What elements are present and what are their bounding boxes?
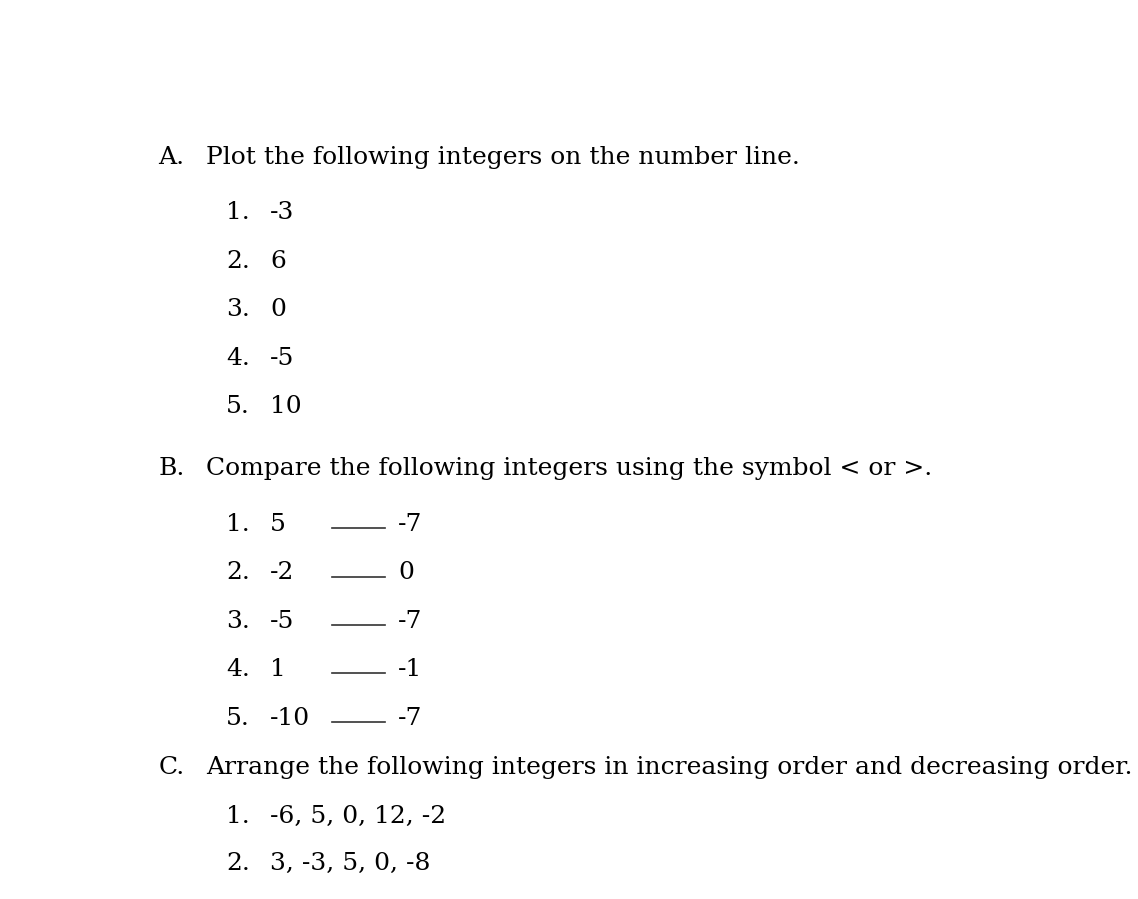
Text: -5: -5 [270, 610, 295, 633]
Text: -7: -7 [398, 512, 422, 536]
Text: 2.: 2. [226, 852, 250, 875]
Text: 1.: 1. [226, 805, 249, 828]
Text: 1.: 1. [226, 512, 249, 536]
Text: Arrange the following integers in increasing order and decreasing order.: Arrange the following integers in increa… [206, 756, 1132, 779]
Text: Compare the following integers using the symbol < or >.: Compare the following integers using the… [206, 458, 932, 480]
Text: 5.: 5. [226, 707, 250, 730]
Text: 2.: 2. [226, 250, 250, 272]
Text: 4.: 4. [226, 658, 250, 681]
Text: -10: -10 [270, 707, 311, 730]
Text: 6: 6 [270, 250, 286, 272]
Text: 2.: 2. [226, 561, 250, 584]
Text: Plot the following integers on the number line.: Plot the following integers on the numbe… [206, 146, 800, 169]
Text: -7: -7 [398, 707, 422, 730]
Text: 0: 0 [398, 561, 414, 584]
Text: B.: B. [158, 458, 184, 480]
Text: C.: C. [158, 756, 184, 779]
Text: 1.: 1. [226, 201, 249, 225]
Text: 3, -3, 5, 0, -8: 3, -3, 5, 0, -8 [270, 852, 430, 875]
Text: -7: -7 [398, 610, 422, 633]
Text: A.: A. [158, 146, 184, 169]
Text: 0: 0 [270, 298, 286, 321]
Text: 4.: 4. [226, 347, 250, 369]
Text: -3: -3 [270, 201, 295, 225]
Text: 10: 10 [270, 396, 302, 418]
Text: -6, 5, 0, 12, -2: -6, 5, 0, 12, -2 [270, 805, 446, 828]
Text: -1: -1 [398, 658, 422, 681]
Text: 1: 1 [270, 658, 286, 681]
Text: 5: 5 [270, 512, 286, 536]
Text: 5.: 5. [226, 396, 250, 418]
Text: -2: -2 [270, 561, 295, 584]
Text: -5: -5 [270, 347, 295, 369]
Text: 3.: 3. [226, 298, 250, 321]
Text: 3.: 3. [226, 610, 250, 633]
